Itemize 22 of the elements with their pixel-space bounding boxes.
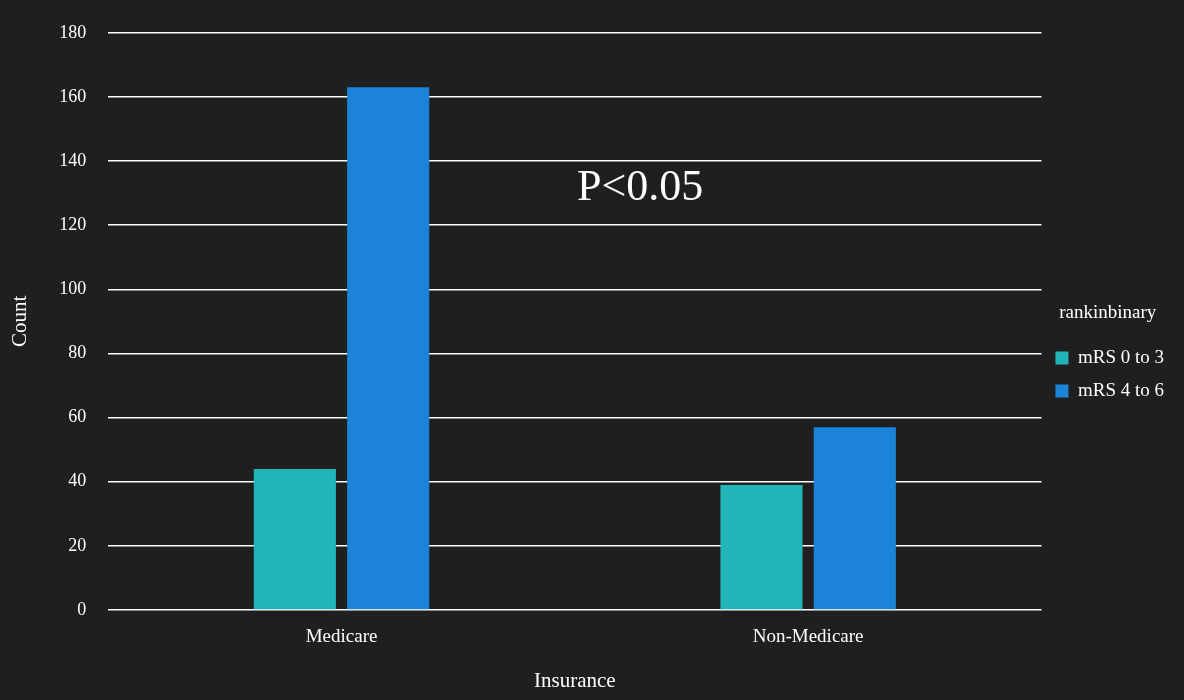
y-tick-label: 0: [77, 598, 87, 619]
y-tick-label: 180: [59, 21, 87, 42]
y-tick-label: 140: [59, 149, 87, 170]
y-tick-label: 20: [68, 534, 87, 555]
legend-label: mRS 4 to 6: [1077, 378, 1165, 400]
x-tick-label: Non-Medicare: [752, 625, 864, 647]
x-axis-title: Insurance: [534, 667, 616, 692]
y-tick-label: 60: [68, 406, 87, 427]
y-tick-label: 80: [68, 342, 87, 363]
y-tick-label: 120: [59, 213, 87, 234]
y-tick-label: 160: [59, 85, 87, 106]
legend-label: mRS 0 to 3: [1077, 345, 1165, 367]
bar: [720, 484, 803, 610]
y-axis-title: Count: [7, 295, 32, 348]
annotation: P<0.05: [577, 161, 704, 211]
bar: [813, 427, 896, 610]
bar: [253, 468, 336, 610]
y-tick-label: 100: [59, 278, 87, 299]
y-tick-label: 40: [68, 470, 87, 491]
x-tick-label: Medicare: [305, 625, 378, 647]
bar: [347, 87, 430, 610]
legend-title: rankinbinary: [1059, 301, 1157, 323]
